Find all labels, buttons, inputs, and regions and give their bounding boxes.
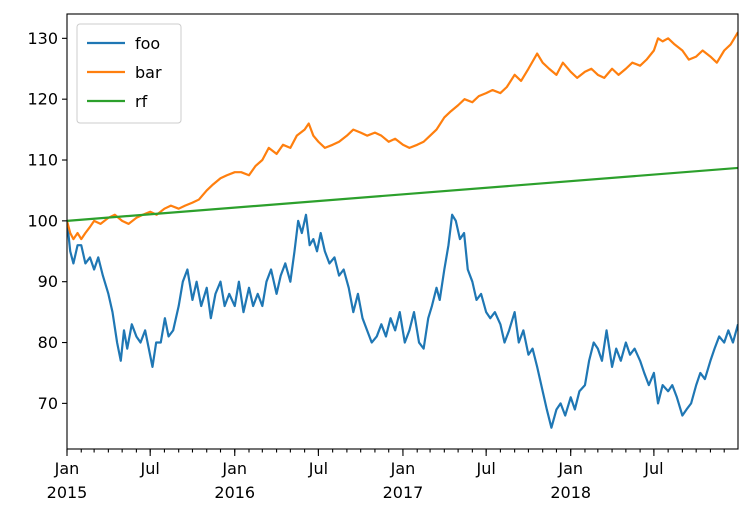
- x-tick-year-label: 2015: [47, 483, 88, 502]
- x-tick-year-label: 2017: [383, 483, 424, 502]
- y-tick-label: 120: [27, 90, 58, 109]
- x-tick-label: Jul: [140, 459, 160, 478]
- legend-label-bar: bar: [135, 63, 162, 82]
- legend-label-rf: rf: [135, 92, 148, 111]
- x-tick-label: Jul: [475, 459, 495, 478]
- y-tick-label: 110: [27, 151, 58, 170]
- y-tick-label: 70: [38, 394, 58, 413]
- series-line-rf: [67, 166, 738, 222]
- axes-layer: 70 80 90 100 110 120 130 Jan 2015 Jul Jan 2016 Jul Ja…: [27, 13, 739, 502]
- series-layer: [67, 31, 738, 429]
- y-tick-label: 90: [38, 272, 58, 291]
- x-tick-label: Jan: [390, 459, 416, 478]
- legend-label-foo: foo: [135, 34, 160, 53]
- series-line-bar: [67, 31, 738, 241]
- legend-frame: [76, 23, 182, 124]
- legend: foo bar rf: [76, 23, 182, 124]
- x-tick-label: Jan: [557, 459, 583, 478]
- y-tick-label: 130: [27, 29, 58, 48]
- x-tick-year-label: 2018: [550, 483, 591, 502]
- x-tick-label: Jan: [221, 459, 247, 478]
- x-tick-year-label: 2016: [214, 483, 255, 502]
- y-tick-label: 100: [27, 211, 58, 230]
- y-tick-label: 80: [38, 333, 58, 352]
- x-tick-label: Jul: [643, 459, 663, 478]
- series-line-foo: [67, 213, 738, 429]
- x-tick-label: Jan: [54, 459, 80, 478]
- x-tick-label: Jul: [308, 459, 328, 478]
